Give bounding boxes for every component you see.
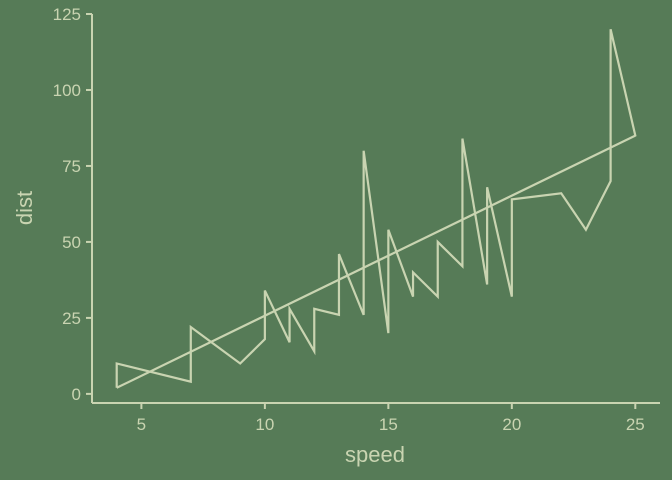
- y-tick-label: 100: [53, 81, 81, 100]
- x-axis-title: speed: [345, 442, 405, 467]
- y-tick-label: 25: [62, 309, 81, 328]
- x-tick-label: 5: [137, 415, 146, 434]
- y-tick-label: 125: [53, 5, 81, 24]
- series-line: [115, 28, 637, 389]
- y-tick-label: 0: [72, 385, 81, 404]
- y-tick-label: 75: [62, 157, 81, 176]
- series-layer: [115, 28, 637, 389]
- x-tick-label: 25: [626, 415, 645, 434]
- y-axis-title: dist: [12, 191, 37, 225]
- axes: 5 10 15 20 25 0 25 50 75 100 125: [53, 5, 660, 434]
- x-tick-label: 15: [379, 415, 398, 434]
- y-tick-label: 50: [62, 233, 81, 252]
- x-tick-label: 10: [255, 415, 274, 434]
- x-tick-label: 20: [502, 415, 521, 434]
